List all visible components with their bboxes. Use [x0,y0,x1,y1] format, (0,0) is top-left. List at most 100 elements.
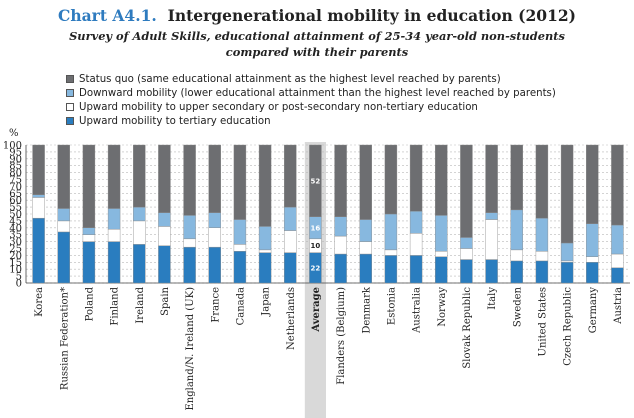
average-data-label-series-1: 10 [311,242,321,250]
y-tick-label-70: 70 [9,182,22,193]
x-tick-label-ireland: Ireland [135,286,146,323]
bar-spain-series-3 [158,144,171,213]
chart-label: Chart A4.1. [58,6,157,25]
bar-korea-series-1 [32,197,45,219]
bar-japan-series-1 [258,249,272,253]
bar-russian-federation--series-0 [57,231,70,284]
chart-title-text: Intergenerational mobility in education … [167,6,576,25]
bar-canada-series-0 [233,251,247,284]
y-tick-label-95: 95 [9,147,22,158]
x-tick-label-slovak-republic: Slovak Republic [462,287,473,369]
y-tick-label-100: 100 [3,141,22,152]
chart-title: Chart A4.1. Intergenerational mobility i… [0,6,634,25]
bar-poland-series-3 [82,144,96,229]
bar-slovak-republic-series-3 [460,144,473,238]
bar-korea-series-2 [32,194,45,198]
bar-poland-series-2 [82,227,96,235]
bar-united-states-series-0 [535,260,549,284]
bar-czech-republic-series-3 [560,144,574,244]
x-tick-label-germany: Germany [588,287,599,334]
x-tick-label-australia: Australia [412,287,423,334]
bar-denmark-series-2 [359,219,372,242]
bar-england-n-ireland-uk--series-1 [183,238,196,248]
bar-canada-series-3 [233,144,247,220]
bar-germany-series-0 [586,262,599,284]
legend-label-upward-secondary: Upward mobility to upper secondary or po… [79,101,478,113]
bar-japan-series-3 [258,144,272,227]
y-tick-label-10: 10 [9,265,22,276]
bar-slovak-republic-series-1 [460,248,473,260]
bar-denmark-series-0 [359,253,372,284]
chart-subtitle-line1: Survey of Adult Skills, educational atta… [69,29,565,43]
bar-denmark-series-3 [359,144,372,220]
bar-united-states-series-2 [535,217,549,252]
bar-sweden-series-2 [510,209,523,251]
x-tick-label-korea: Korea [34,287,45,317]
bar-average-series-3 [309,144,322,217]
y-tick-label-15: 15 [9,258,22,269]
bar-ireland-series-3 [133,144,146,208]
x-tick-label-spain: Spain [160,286,171,315]
bar-flanders-belgium--series-1 [334,235,347,255]
legend-swatch-upward-secondary [66,103,74,111]
bar-austria-series-3 [611,144,624,226]
bar-spain-series-1 [158,226,171,246]
bar-estonia-series-2 [384,213,398,251]
legend-swatch-status-quo [66,75,74,83]
bar-russian-federation--series-3 [57,144,70,209]
bar-finland-series-3 [107,144,121,209]
y-tick-label-50: 50 [9,210,22,221]
bar-slovak-republic-series-0 [460,259,473,284]
x-tick-label-finland: Finland [110,286,121,325]
bar-australia-series-1 [409,233,423,256]
bar-australia-series-0 [409,255,423,284]
bar-japan-series-0 [258,252,272,284]
x-tick-label-japan: Japan [261,286,272,316]
x-tick-label-estonia: Estonia [386,287,397,325]
bar-poland-series-0 [82,241,96,284]
x-tick-label-russian-federation-: Russian Federation* [59,287,70,390]
bar-estonia-series-0 [384,255,398,284]
bar-korea-series-3 [32,144,45,195]
bar-england-n-ireland-uk--series-2 [183,215,196,240]
bar-denmark-series-1 [359,241,372,255]
y-tick-label-40: 40 [9,223,22,234]
bar-germany-series-2 [586,223,599,257]
bar-norway-series-2 [435,215,448,252]
bar-flanders-belgium--series-2 [334,216,347,237]
x-tick-label-austria: Austria [613,287,624,325]
bar-england-n-ireland-uk--series-0 [183,246,196,284]
x-tick-label-sweden: Sweden [512,286,523,327]
bar-sweden-series-1 [510,249,523,262]
bar-united-states-series-1 [535,251,549,262]
bar-ireland-series-0 [133,244,146,284]
y-tick-label-85: 85 [9,161,22,172]
average-data-label-series-3: 52 [311,177,321,185]
bar-norway-series-0 [435,256,448,284]
legend-item-downward: Downward mobility (lower educational att… [66,86,556,100]
bar-austria-series-0 [611,267,624,284]
y-tick-label-5: 5 [16,272,22,283]
bar-austria-series-2 [611,224,624,255]
bar-norway-series-1 [435,251,448,257]
bar-estonia-series-3 [384,144,398,215]
bar-italy-series-3 [485,144,498,213]
y-tick-label-55: 55 [9,203,22,214]
bar-sweden-series-3 [510,144,523,211]
bar-ireland-series-2 [133,206,146,222]
bar-france-series-0 [208,246,221,284]
y-tick-label-45: 45 [9,216,22,227]
bar-czech-republic-series-2 [560,242,574,262]
x-tick-label-italy: Italy [487,287,498,310]
y-tick-label-25: 25 [9,244,22,255]
bar-finland-series-0 [107,241,121,284]
legend-label-downward: Downward mobility (lower educational att… [79,87,556,99]
bar-canada-series-2 [233,219,247,245]
y-tick-label-0: 0 [16,279,22,290]
bar-czech-republic-series-0 [560,262,574,284]
y-tick-label-90: 90 [9,154,22,165]
x-tick-label-france: France [210,287,221,323]
legend-item-upward-tertiary: Upward mobility to tertiary education [66,114,556,128]
bar-italy-series-1 [485,219,498,260]
